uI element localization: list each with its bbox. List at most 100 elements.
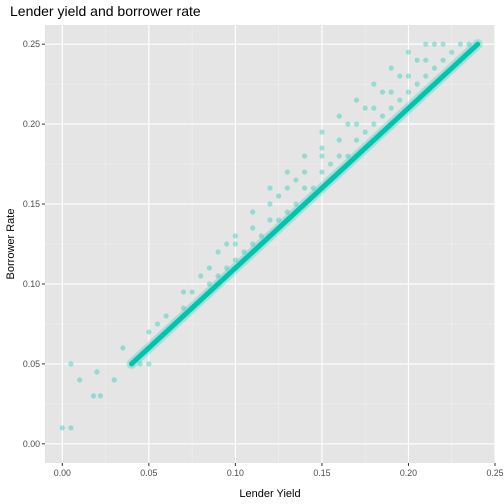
data-point <box>440 57 446 63</box>
data-point <box>267 217 273 223</box>
data-point <box>198 273 204 279</box>
data-point <box>293 201 299 207</box>
data-point <box>388 105 394 111</box>
x-axis: 0.00 0.05 0.10 0.15 0.20 0.25 <box>54 463 504 478</box>
data-point <box>302 169 308 175</box>
y-axis: 0.00 0.05 0.10 0.15 0.20 0.25 <box>23 39 45 449</box>
data-point <box>336 153 342 159</box>
gridlines <box>45 25 496 463</box>
y-tick-label: 0.15 <box>23 199 40 209</box>
data-point <box>68 425 74 431</box>
data-point <box>163 313 169 319</box>
data-point <box>232 257 238 263</box>
data-point <box>276 193 282 199</box>
data-point <box>120 345 126 351</box>
data-point <box>77 377 83 383</box>
chart-title: Lender yield and borrower rate <box>10 3 201 19</box>
data-point <box>276 217 282 223</box>
data-point <box>371 105 377 111</box>
data-point <box>284 169 290 175</box>
y-tick-label: 0.25 <box>23 39 40 49</box>
data-point <box>59 425 65 431</box>
data-point <box>232 233 238 239</box>
data-point <box>449 49 455 55</box>
data-point <box>457 41 463 47</box>
data-point <box>180 289 187 295</box>
data-point <box>146 329 152 335</box>
x-tick-label: 0.15 <box>313 468 330 478</box>
data-point <box>379 89 386 95</box>
data-point <box>345 153 351 159</box>
data-point <box>405 49 412 55</box>
x-tick-label: 0.25 <box>486 468 503 478</box>
data-point <box>97 393 103 399</box>
data-point <box>405 73 412 79</box>
data-point <box>198 297 204 303</box>
data-point <box>284 209 290 215</box>
data-point <box>163 329 169 335</box>
data-point <box>250 209 256 215</box>
data-point <box>414 57 420 63</box>
data-point <box>189 289 195 295</box>
data-point <box>310 185 316 191</box>
data-point <box>319 129 325 135</box>
data-point <box>224 265 230 271</box>
data-point <box>302 185 308 191</box>
x-tick-label: 0.20 <box>400 468 417 478</box>
data-point <box>475 41 481 47</box>
data-point <box>362 105 368 111</box>
data-point <box>431 65 438 71</box>
data-point <box>128 361 135 367</box>
data-point <box>319 169 325 175</box>
data-point <box>397 97 403 103</box>
data-point <box>423 73 429 79</box>
data-point <box>397 73 403 79</box>
data-point <box>362 129 368 135</box>
data-point <box>224 241 230 247</box>
data-point <box>180 305 187 311</box>
y-tick-label: 0.10 <box>23 279 40 289</box>
data-point <box>431 41 438 47</box>
y-tick-label: 0.05 <box>23 359 40 369</box>
data-point <box>371 121 377 127</box>
data-points <box>59 41 481 431</box>
data-point <box>146 361 152 367</box>
y-axis-title: Borrower Rate <box>5 209 17 280</box>
data-point <box>336 137 342 143</box>
x-tick-label: 0.10 <box>227 468 244 478</box>
dense-band-core <box>129 41 481 367</box>
data-point <box>466 41 472 47</box>
data-point <box>423 57 429 63</box>
data-point <box>388 65 394 71</box>
data-point <box>215 249 221 255</box>
data-point <box>215 273 221 279</box>
data-point <box>371 81 377 87</box>
data-point <box>353 97 360 103</box>
data-point <box>353 137 360 143</box>
data-point <box>154 321 161 327</box>
x-tick-label: 0.05 <box>140 468 157 478</box>
data-point <box>250 225 256 231</box>
x-tick-label: 0.00 <box>54 468 71 478</box>
data-point <box>414 81 420 87</box>
data-point <box>440 41 446 47</box>
data-point <box>137 361 143 367</box>
data-point <box>267 201 273 207</box>
data-point <box>405 89 412 95</box>
data-point <box>293 177 299 183</box>
data-point <box>94 369 100 375</box>
dense-band <box>126 39 483 369</box>
data-point <box>267 185 273 191</box>
data-point <box>258 233 264 239</box>
data-point <box>379 113 386 119</box>
data-point <box>319 153 325 159</box>
data-point <box>232 241 238 247</box>
data-point <box>302 153 308 159</box>
data-point <box>111 377 117 383</box>
y-tick-label: 0.00 <box>23 439 40 449</box>
data-point <box>90 393 97 399</box>
data-point <box>284 185 290 191</box>
data-point <box>250 241 256 247</box>
data-point <box>388 89 394 95</box>
